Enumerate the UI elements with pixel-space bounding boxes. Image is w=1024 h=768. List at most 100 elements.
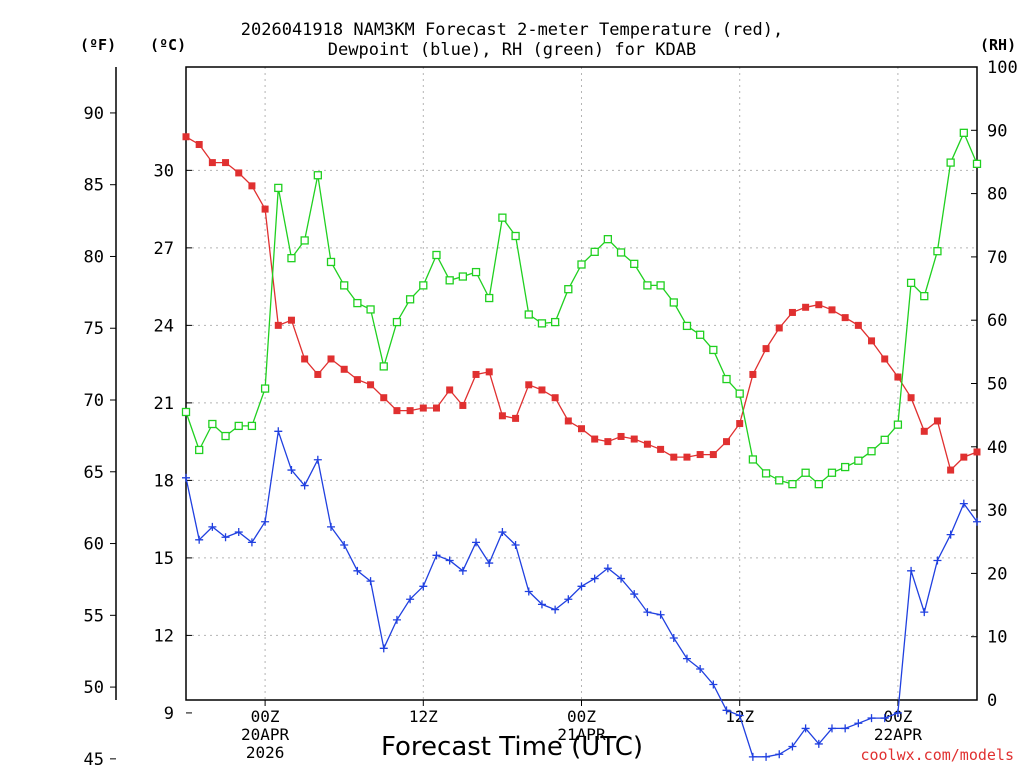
- rh-point: [181, 407, 191, 417]
- fahrenheit-tick-label: 45: [84, 750, 104, 768]
- temperature-point: [419, 404, 427, 412]
- rh-point: [814, 479, 823, 489]
- dewpoint-point: [485, 559, 494, 568]
- dewpoint-point: [682, 654, 691, 663]
- dewpoint-point: [445, 556, 454, 565]
- fahrenheit-tick-label: 70: [84, 391, 104, 411]
- dewpoint-point: [551, 605, 560, 614]
- temperature-point: [485, 368, 493, 376]
- temperature-point: [828, 306, 836, 314]
- fahrenheit-tick-label: 75: [84, 319, 104, 339]
- temperature-point: [881, 355, 889, 363]
- rh-point: [511, 231, 520, 241]
- series-rh: [181, 128, 982, 489]
- rh-point: [419, 281, 428, 290]
- rh-point: [775, 476, 784, 485]
- temperature-point: [657, 445, 665, 453]
- temperature-point: [947, 466, 955, 474]
- rh-point: [432, 250, 441, 260]
- fahrenheit-tick-label: 65: [84, 463, 104, 483]
- dewpoint-point: [669, 633, 678, 642]
- temperature-point: [235, 169, 243, 177]
- dewpoint-point: [946, 530, 955, 539]
- dewpoint-point: [300, 481, 309, 490]
- rh-tick-label: 100: [987, 58, 1018, 78]
- rh-tick-label: 60: [987, 311, 1007, 331]
- celsius-tick-label: 27: [154, 239, 174, 259]
- temperature-point: [854, 321, 862, 329]
- rh-point: [630, 259, 639, 269]
- temperature-point: [578, 425, 585, 433]
- temperature-point: [195, 141, 203, 149]
- x-tick-label: 20APR: [241, 725, 290, 744]
- rh-unit-label: (RH): [980, 36, 1017, 54]
- rh-tick-label: 70: [987, 248, 1007, 268]
- dewpoint-point: [814, 739, 823, 748]
- rh-point: [564, 285, 573, 294]
- rh-point: [696, 330, 705, 339]
- rh-point: [498, 213, 507, 222]
- rh-point: [208, 419, 217, 429]
- rh-point: [854, 456, 863, 465]
- chart-title-line-2: Dewpoint (blue), RH (green) for KDAB: [327, 40, 697, 60]
- rh-point: [234, 421, 243, 431]
- dewpoint-point: [327, 522, 336, 531]
- dewpoint-point: [893, 708, 902, 717]
- temperature-point: [432, 404, 440, 412]
- rh-point: [274, 183, 283, 193]
- dewpoint-point: [458, 566, 467, 575]
- dewpoint-point: [775, 750, 784, 759]
- temperature-point: [327, 355, 335, 363]
- rh-point: [313, 171, 322, 180]
- rh-point: [709, 345, 718, 355]
- celsius-tick-label: 21: [154, 394, 174, 414]
- rh-point: [524, 310, 533, 319]
- rh-tick-label: 0: [987, 691, 997, 711]
- fahrenheit-unit-label: (ºF): [80, 36, 117, 54]
- dewpoint-point: [762, 752, 771, 761]
- temperature-point: [841, 314, 849, 322]
- dewpoint-point: [511, 540, 520, 549]
- dewpoint-point: [234, 528, 243, 537]
- axes: 45 50 55 60 65 70 75 80 85 90 9 12 15 18 21 24 27 30 0 10 20…: [84, 58, 1018, 768]
- celsius-tick-label: 24: [154, 316, 174, 336]
- rh-point: [326, 257, 336, 267]
- dewpoint-point: [353, 566, 362, 575]
- dewpoint-point: [722, 706, 731, 715]
- temperature-point: [591, 435, 599, 443]
- temperature-point: [749, 370, 757, 378]
- rh-point: [577, 260, 586, 269]
- dewpoint-point: [261, 517, 270, 526]
- dewpoint-point: [801, 724, 810, 733]
- rh-point: [959, 128, 968, 137]
- dewpoint-point: [696, 664, 705, 673]
- temperature-point: [973, 448, 981, 456]
- plot-frame: [185, 66, 978, 701]
- temperature-point: [696, 451, 704, 459]
- temperature-point: [287, 316, 295, 324]
- temperature-point: [353, 376, 361, 384]
- rh-point: [590, 247, 599, 256]
- rh-point: [550, 317, 560, 327]
- x-tick-label: 22APR: [874, 725, 923, 744]
- temperature-point: [301, 355, 309, 363]
- temperature-point: [274, 321, 282, 329]
- temperature-point: [498, 412, 506, 420]
- dewpoint-point: [537, 600, 546, 609]
- rh-point: [880, 435, 889, 444]
- dewpoint-point: [208, 522, 217, 531]
- rh-point: [221, 431, 230, 441]
- temperature-point: [920, 427, 928, 435]
- dewpoint-point: [735, 711, 744, 720]
- dewpoint-point: [287, 466, 296, 475]
- temperature-point: [380, 394, 388, 402]
- dewpoint-point: [920, 608, 929, 617]
- temperature-point: [208, 159, 216, 167]
- temperature-point: [723, 438, 731, 446]
- temperature-point: [868, 337, 876, 345]
- dewpoint-point: [432, 551, 441, 560]
- rh-tick-label: 50: [987, 375, 1007, 395]
- fahrenheit-tick-label: 55: [84, 606, 104, 626]
- rh-point: [616, 248, 626, 257]
